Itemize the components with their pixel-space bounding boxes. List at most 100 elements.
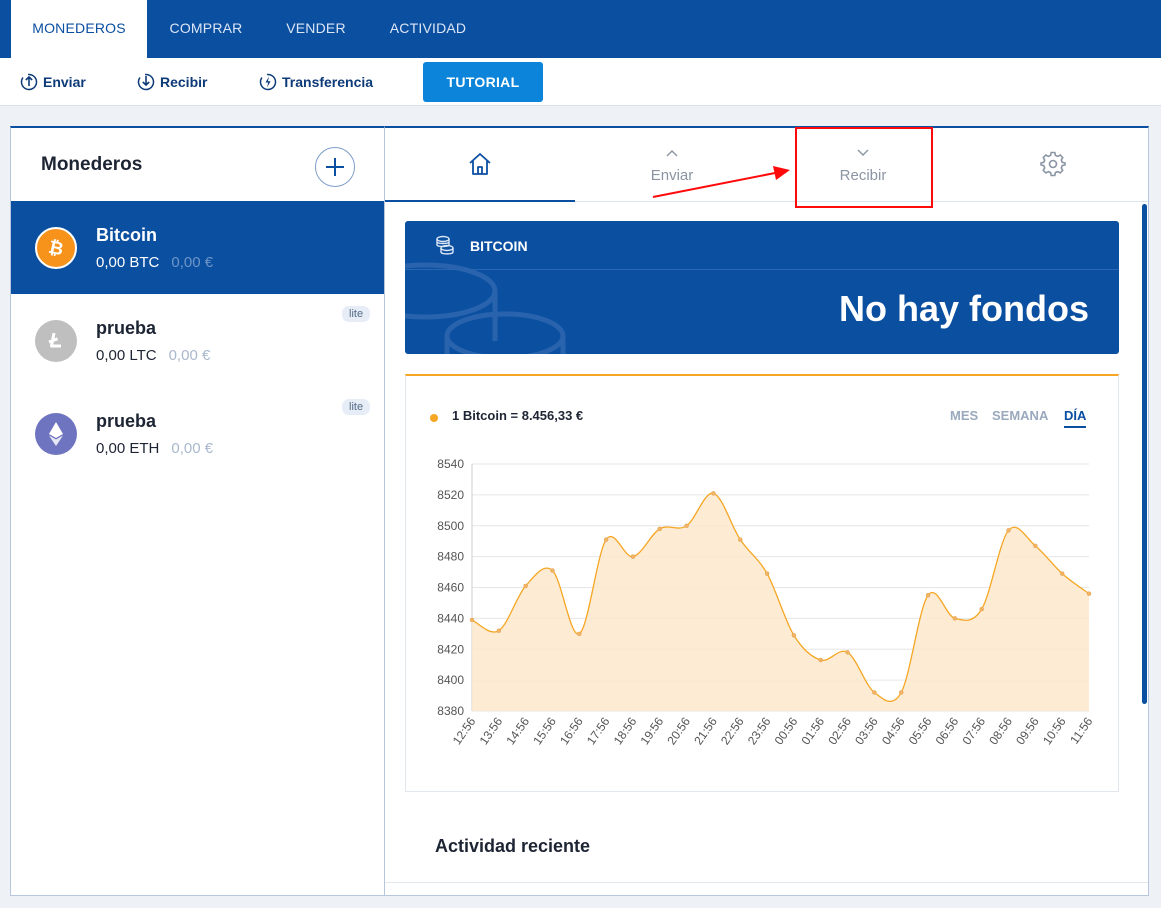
data-point — [925, 592, 931, 598]
y-tick-label: 8480 — [437, 550, 464, 564]
series-area — [472, 493, 1089, 711]
data-point — [764, 571, 770, 576]
download-icon — [137, 73, 155, 91]
receive-button[interactable]: Recibir — [137, 71, 207, 93]
price-chart-card: 1 Bitcoin = 8.456,33 € MES SEMANA DÍA 83… — [405, 374, 1119, 792]
y-tick-label: 8380 — [437, 704, 464, 718]
wallet-item-bitcoin[interactable]: ₿ Bitcoin 0,00 BTC 0,00 € — [11, 201, 384, 294]
chevron-down-icon — [857, 149, 869, 156]
wallet-balance: 0,00 LTC — [96, 347, 157, 364]
receive-label: Recibir — [160, 74, 208, 90]
litecoin-icon — [35, 320, 77, 362]
nav-tab-monederos[interactable]: MONEDEROS — [11, 0, 147, 58]
nav-tab-vender[interactable]: VENDER — [286, 20, 346, 36]
data-point — [898, 690, 904, 695]
lightning-icon — [259, 73, 277, 91]
recent-activity-title: Actividad reciente — [435, 836, 591, 856]
tab-send[interactable]: Enviar — [577, 128, 767, 202]
coins-icon — [436, 235, 454, 255]
upload-icon — [20, 73, 38, 91]
y-tick-label: 8540 — [437, 457, 464, 471]
data-point — [1059, 571, 1065, 576]
home-icon — [469, 153, 491, 175]
transfer-label: Transferencia — [282, 74, 374, 90]
coins-watermark — [405, 262, 566, 354]
data-point — [738, 537, 743, 542]
tab-home[interactable] — [385, 128, 575, 202]
data-point — [818, 657, 823, 663]
gear-icon — [1040, 151, 1066, 177]
wallet-name: Bitcoin — [96, 225, 157, 245]
data-point — [1086, 591, 1092, 596]
data-point — [469, 617, 475, 623]
data-point — [1033, 543, 1038, 549]
data-point — [845, 650, 850, 655]
nav-tab-actividad[interactable]: ACTIVIDAD — [389, 20, 467, 36]
tab-settings[interactable] — [958, 128, 1148, 202]
wallet-name: prueba — [96, 411, 157, 431]
y-tick-label: 8460 — [437, 581, 464, 595]
highlight-box — [795, 127, 933, 208]
y-tick-label: 8420 — [437, 642, 464, 656]
data-point — [496, 628, 502, 633]
wallets-title: Monederos — [41, 154, 143, 175]
balance-banner: BITCOIN No hay fondos — [405, 221, 1119, 354]
data-point — [577, 631, 582, 637]
balance-status: No hay fondos — [839, 288, 1089, 329]
wallet-fiat-value: 0,00 € — [168, 347, 211, 364]
chevron-up-icon — [666, 150, 678, 157]
activity-divider — [385, 882, 1148, 883]
top-navigation: MONEDEROS COMPRAR VENDER ACTIVIDAD — [0, 0, 1161, 58]
wallet-fiat-value: 0,00 € — [171, 440, 214, 457]
data-point — [1006, 528, 1011, 533]
data-point — [684, 523, 689, 528]
range-month[interactable]: MES — [950, 408, 979, 423]
series-line — [471, 492, 1090, 703]
data-point — [979, 606, 984, 612]
y-tick-label: 8400 — [437, 673, 464, 687]
lite-badge: lite — [342, 306, 371, 322]
legend-dot — [430, 414, 438, 422]
y-tick-label: 8520 — [437, 488, 464, 502]
price-chart: 83808400842084408460848085008520854012:5… — [437, 457, 1095, 747]
tab-receive-label: Recibir — [839, 167, 887, 184]
wallets-panel: Monederos ₿ Bitcoin 0,00 BTC 0,00 € lite … — [10, 126, 385, 896]
wallet-balance: 0,00 ETH — [96, 440, 160, 457]
plus-icon — [326, 158, 344, 176]
send-label: Enviar — [43, 74, 86, 90]
wallet-item-ethereum[interactable]: lite prueba 0,00 ETH 0,00 € — [11, 387, 384, 480]
scrollbar[interactable] — [1142, 204, 1147, 704]
lite-badge: lite — [342, 399, 371, 415]
svg-text:₿: ₿ — [47, 237, 66, 259]
wallet-balance: 0,00 BTC — [96, 254, 160, 271]
price-label: 1 Bitcoin = 8.456,33 € — [452, 408, 584, 423]
wallet-item-litecoin[interactable]: lite prueba 0,00 LTC 0,00 € — [11, 294, 384, 387]
range-week[interactable]: SEMANA — [992, 408, 1049, 423]
y-tick-label: 8440 — [437, 611, 464, 625]
ethereum-icon — [35, 413, 77, 455]
range-day[interactable]: DÍA — [1064, 408, 1087, 428]
data-point — [952, 616, 958, 621]
data-point — [711, 491, 716, 496]
wallet-fiat-value: 0,00 € — [171, 254, 214, 271]
data-point — [872, 690, 877, 695]
transfer-button[interactable]: Transferencia — [259, 71, 373, 93]
add-wallet-button[interactable] — [315, 147, 355, 187]
send-button[interactable]: Enviar — [20, 71, 86, 93]
data-point — [523, 583, 528, 589]
data-point — [630, 554, 636, 559]
tab-receive[interactable]: Recibir — [768, 128, 958, 202]
toolbar: Enviar Recibir Transferencia TUTORIAL — [0, 58, 1161, 106]
tutorial-button[interactable]: TUTORIAL — [423, 62, 543, 102]
bitcoin-icon: ₿ — [35, 227, 77, 269]
data-point — [657, 526, 663, 532]
data-point — [791, 633, 797, 638]
banner-divider — [405, 269, 1119, 270]
nav-tab-comprar[interactable]: COMPRAR — [169, 20, 243, 36]
data-point — [603, 537, 609, 542]
detail-tabs: Enviar Recibir — [385, 128, 1148, 202]
wallet-detail-panel: Enviar Recibir — [384, 126, 1149, 896]
tab-send-label: Enviar — [650, 167, 694, 184]
y-tick-label: 8500 — [437, 519, 464, 533]
